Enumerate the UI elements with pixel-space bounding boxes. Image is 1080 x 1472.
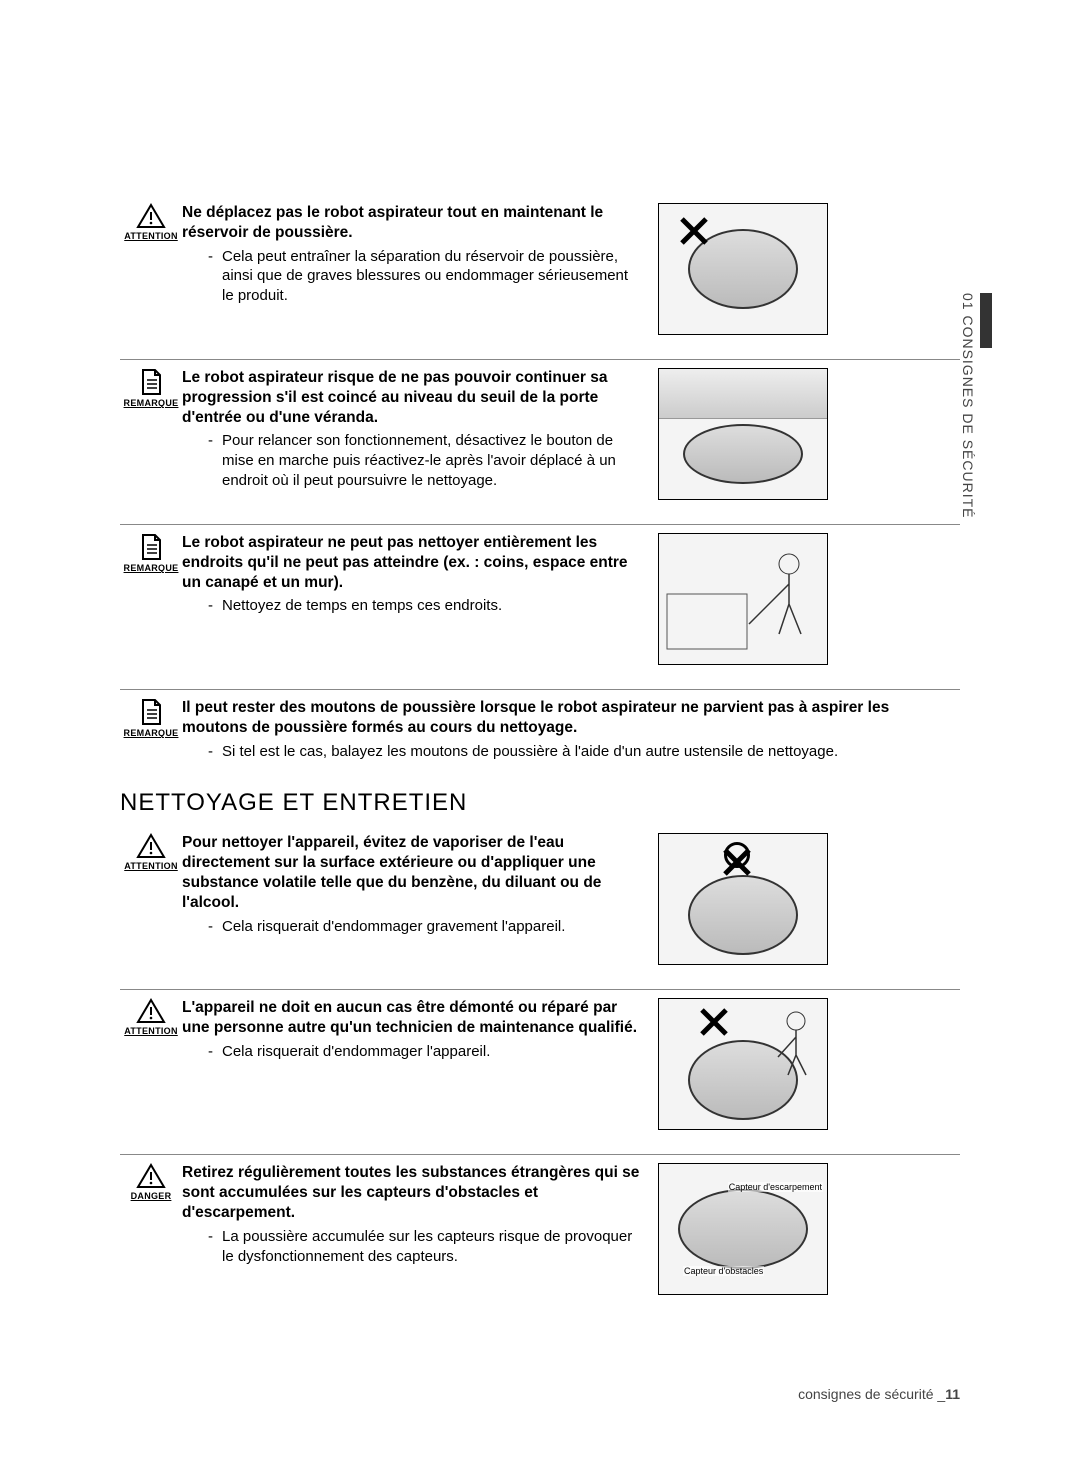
text-column: Ne déplacez pas le robot aspirateur tout… [182, 203, 652, 306]
item-bullets: -Cela risquerait d'endommager l'appareil… [182, 1042, 642, 1062]
item-heading: Le robot aspirateur risque de ne pas pou… [182, 368, 642, 427]
footer-page-number: 11 [945, 1386, 960, 1402]
illustration: Capteur d'escarpement Capteur d'obstacle… [658, 1163, 828, 1295]
page-footer: consignes de sécurité _11 [798, 1386, 960, 1402]
item-heading: Il peut rester des moutons de poussière … [182, 698, 950, 738]
section-tab-marker [980, 293, 992, 348]
icon-label: DANGER [120, 1191, 182, 1201]
section-title: NETTOYAGE ET ENTRETIEN [120, 789, 960, 817]
item-heading: Retirez régulièrement toutes les substan… [182, 1163, 642, 1222]
text-column: Le robot aspirateur risque de ne pas pou… [182, 368, 652, 491]
icon-column: REMARQUE [120, 698, 182, 738]
prohibited-x-icon [697, 1005, 731, 1039]
person-icon [771, 1009, 821, 1079]
safety-item: REMARQUE Le robot aspirateur risque de n… [120, 359, 960, 514]
safety-item: ATTENTION Pour nettoyer l'appareil, évit… [120, 825, 960, 979]
sensor-label-top: Capteur d'escarpement [728, 1182, 823, 1192]
icon-column: REMARQUE [120, 368, 182, 408]
warning-triangle-icon [136, 833, 166, 859]
icon-label: REMARQUE [120, 398, 182, 408]
safety-item: REMARQUE Il peut rester des moutons de p… [120, 689, 960, 775]
section-tab-label: 01 CONSIGNES DE SÉCURITÉ [960, 293, 976, 519]
text-column: Il peut rester des moutons de poussière … [182, 698, 960, 761]
sensor-label-bottom: Capteur d'obstacles [683, 1266, 764, 1276]
bullet-text: Nettoyez de temps en temps ces endroits. [222, 596, 642, 616]
item-bullets: -Si tel est le cas, balayez les moutons … [182, 742, 950, 762]
icon-column: DANGER [120, 1163, 182, 1201]
illustration [658, 833, 828, 965]
bullet-text: La poussière accumulée sur les capteurs … [222, 1227, 642, 1267]
item-bullets: -La poussière accumulée sur les capteurs… [182, 1227, 642, 1267]
icon-label: REMARQUE [120, 728, 182, 738]
text-column: L'appareil ne doit en aucun cas être dém… [182, 998, 652, 1061]
item-bullets: -Pour relancer son fonctionnement, désac… [182, 431, 642, 490]
note-page-icon [138, 698, 164, 726]
warning-triangle-icon [136, 1163, 166, 1189]
prohibited-x-icon [677, 214, 711, 248]
text-column: Retirez régulièrement toutes les substan… [182, 1163, 652, 1266]
section-tab: 01 CONSIGNES DE SÉCURITÉ [960, 293, 982, 553]
icon-column: REMARQUE [120, 533, 182, 573]
icon-label: ATTENTION [120, 1026, 182, 1036]
item-heading: Le robot aspirateur ne peut pas nettoyer… [182, 533, 642, 592]
illustration [658, 998, 828, 1130]
warning-triangle-icon [136, 998, 166, 1024]
illustration [658, 203, 828, 335]
bullet-text: Cela risquerait d'endommager gravement l… [222, 917, 642, 937]
note-page-icon [138, 533, 164, 561]
icon-label: REMARQUE [120, 563, 182, 573]
safety-item: ATTENTION Ne déplacez pas le robot aspir… [120, 195, 960, 349]
item-bullets: -Cela risquerait d'endommager gravement … [182, 917, 642, 937]
text-column: Le robot aspirateur ne peut pas nettoyer… [182, 533, 652, 616]
icon-column: ATTENTION [120, 833, 182, 871]
item-bullets: -Nettoyez de temps en temps ces endroits… [182, 596, 642, 616]
text-column: Pour nettoyer l'appareil, évitez de vapo… [182, 833, 652, 936]
icon-column: ATTENTION [120, 998, 182, 1036]
safety-item: DANGER Retirez régulièrement toutes les … [120, 1154, 960, 1309]
icon-label: ATTENTION [120, 231, 182, 241]
bullet-text: Cela peut entraîner la séparation du rés… [222, 247, 642, 306]
illustration [658, 368, 828, 500]
ITEM-heading: L'appareil ne doit en aucun cas être dém… [182, 998, 642, 1038]
note-page-icon [138, 368, 164, 396]
safety-item: REMARQUE Le robot aspirateur ne peut pas… [120, 524, 960, 679]
item-heading: Pour nettoyer l'appareil, évitez de vapo… [182, 833, 642, 912]
content-area: ATTENTION Ne déplacez pas le robot aspir… [120, 195, 960, 1309]
safety-item: ATTENTION L'appareil ne doit en aucun ca… [120, 989, 960, 1144]
footer-text: consignes de sécurité _ [798, 1386, 945, 1402]
illustration [658, 533, 828, 665]
item-bullets: -Cela peut entraîner la séparation du ré… [182, 247, 642, 306]
icon-label: ATTENTION [120, 861, 182, 871]
bullet-text: Pour relancer son fonctionnement, désact… [222, 431, 642, 490]
bullet-text: Si tel est le cas, balayez les moutons d… [222, 742, 950, 762]
bullet-text: Cela risquerait d'endommager l'appareil. [222, 1042, 642, 1062]
person-vacuum-icon [659, 534, 829, 666]
icon-column: ATTENTION [120, 203, 182, 241]
item-heading: Ne déplacez pas le robot aspirateur tout… [182, 203, 642, 243]
warning-triangle-icon [136, 203, 166, 229]
prohibited-x-icon [724, 842, 750, 868]
